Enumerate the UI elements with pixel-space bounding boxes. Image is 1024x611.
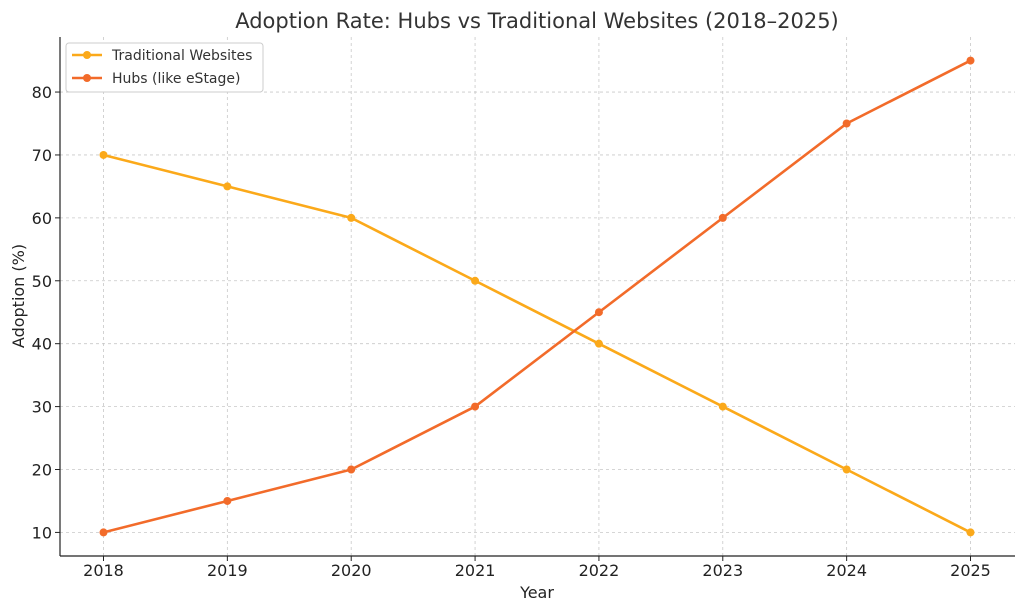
grid <box>60 37 1015 556</box>
data-point <box>471 276 480 285</box>
y-tick-label: 50 <box>32 272 52 291</box>
data-point <box>594 339 603 348</box>
y-tick-label: 20 <box>32 461 52 480</box>
legend-label: Traditional Websites <box>111 48 252 64</box>
legend-entry: Traditional Websites <box>72 48 252 64</box>
data-point <box>471 402 480 411</box>
x-tick-label: 2021 <box>455 561 496 580</box>
series-line <box>102 153 972 534</box>
y-tick-label: 80 <box>32 83 52 102</box>
x-tick-label: 2022 <box>579 561 620 580</box>
legend-marker <box>83 51 91 59</box>
data-point <box>347 213 356 222</box>
data-point <box>842 465 851 474</box>
x-tick-label: 2020 <box>331 561 372 580</box>
series-1 <box>99 56 975 537</box>
axes <box>59 37 1015 557</box>
data-point <box>966 56 975 65</box>
data-point <box>842 119 851 128</box>
series-line <box>102 59 972 534</box>
series-0 <box>99 150 975 537</box>
chart-title: Adoption Rate: Hubs vs Traditional Websi… <box>235 9 839 33</box>
legend-entry: Hubs (like eStage) <box>72 71 240 87</box>
y-tick-label: 10 <box>32 523 52 542</box>
data-point <box>223 182 232 191</box>
legend-box <box>65 42 264 93</box>
legend: Traditional Websites Hubs (like eStage) <box>65 42 264 93</box>
y-tick-label: 60 <box>32 209 52 228</box>
x-tick-label: 2024 <box>826 561 867 580</box>
legend-marker <box>83 74 91 82</box>
x-tick-label: 2023 <box>702 561 743 580</box>
x-axis-ticks: 2018 2019 2020 2021 2022 2023 2024 2025 <box>83 556 991 580</box>
data-point <box>594 308 603 317</box>
data-point <box>99 150 108 159</box>
data-point <box>718 213 727 222</box>
x-axis-label: Year <box>519 583 554 602</box>
data-point <box>99 528 108 537</box>
y-tick-label: 40 <box>32 335 52 354</box>
data-point <box>718 402 727 411</box>
y-tick-label: 70 <box>32 146 52 165</box>
x-tick-label: 2018 <box>83 561 124 580</box>
data-point <box>966 528 975 537</box>
data-point <box>223 496 232 505</box>
data-point <box>347 465 356 474</box>
series-group <box>99 56 975 537</box>
y-axis-ticks: 10 20 30 40 50 60 70 80 <box>32 83 60 542</box>
legend-label: Hubs (like eStage) <box>112 71 240 87</box>
y-axis-label: Adoption (%) <box>9 244 28 348</box>
x-tick-label: 2025 <box>950 561 991 580</box>
y-tick-label: 30 <box>32 398 52 417</box>
x-tick-label: 2019 <box>207 561 248 580</box>
